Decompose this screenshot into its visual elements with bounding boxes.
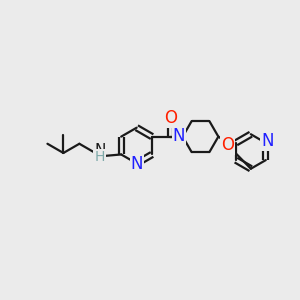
Text: N: N: [172, 127, 185, 145]
Text: O: O: [164, 109, 177, 127]
Text: N: N: [130, 155, 143, 173]
Text: N: N: [94, 143, 106, 158]
Text: H: H: [94, 150, 105, 164]
Text: O: O: [221, 136, 234, 154]
Text: N: N: [261, 132, 274, 150]
